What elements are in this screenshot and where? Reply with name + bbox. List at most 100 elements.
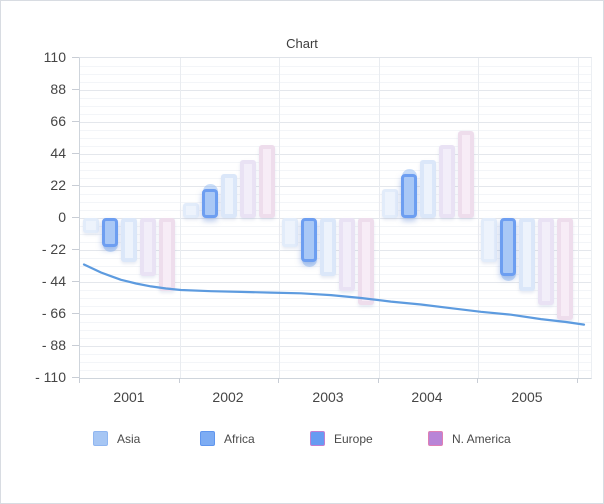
legend-label: Africa bbox=[224, 431, 255, 446]
x-axis-tick bbox=[278, 378, 279, 383]
gridline-minor bbox=[80, 162, 591, 163]
bar-asia-2004[interactable] bbox=[382, 188, 398, 218]
bar-africa-2002[interactable] bbox=[202, 188, 218, 218]
gridline-major bbox=[80, 90, 591, 91]
gridline-minor bbox=[80, 130, 591, 131]
y-tick-label: 110 bbox=[43, 49, 66, 65]
bar-asia-2002[interactable] bbox=[183, 203, 199, 218]
gridline-minor bbox=[80, 338, 591, 339]
legend-swatch-icon bbox=[310, 431, 325, 446]
gridline-category bbox=[279, 58, 280, 378]
gridline-minor bbox=[80, 98, 591, 99]
y-tick-label: 22 bbox=[50, 177, 66, 193]
gridline-minor bbox=[80, 354, 591, 355]
x-tick-label: 2004 bbox=[411, 389, 443, 405]
gridline-minor bbox=[80, 146, 591, 147]
y-axis-tick bbox=[72, 121, 79, 122]
gridline-minor bbox=[80, 298, 591, 299]
legend-item-n-america[interactable]: N. America bbox=[428, 430, 511, 447]
y-axis-tick bbox=[72, 377, 79, 378]
x-axis-tick bbox=[477, 378, 478, 383]
plot-area bbox=[79, 57, 592, 379]
bar-europe-2002[interactable] bbox=[221, 174, 237, 218]
gridline-major bbox=[80, 154, 591, 155]
bar-n-america-2004[interactable] bbox=[439, 145, 455, 218]
y-tick-label: 0 bbox=[58, 209, 66, 225]
y-axis-tick bbox=[72, 185, 79, 186]
y-axis-tick bbox=[72, 281, 79, 282]
x-axis-tick bbox=[577, 378, 578, 383]
y-tick-label: - 22 bbox=[41, 241, 66, 257]
gridline-minor bbox=[80, 178, 591, 179]
legend: Asia Africa Europe N. America bbox=[0, 430, 604, 448]
gridline-minor bbox=[80, 322, 591, 323]
bar-africa-2003[interactable] bbox=[301, 218, 317, 262]
bar-asia-2003[interactable] bbox=[282, 218, 298, 248]
bar-n-america-2001[interactable] bbox=[140, 218, 156, 277]
bar-africa-2001[interactable] bbox=[102, 218, 118, 248]
bar-europe-2004[interactable] bbox=[420, 159, 436, 218]
y-axis-tick bbox=[72, 89, 79, 90]
y-axis-tick bbox=[72, 313, 79, 314]
bar-africa-2004[interactable] bbox=[401, 174, 417, 218]
bar-europe-2005[interactable] bbox=[519, 218, 535, 291]
legend-label: Europe bbox=[334, 431, 373, 446]
legend-label: Asia bbox=[117, 431, 141, 446]
gridline-minor bbox=[80, 82, 591, 83]
bar-asia-2005[interactable] bbox=[481, 218, 497, 262]
gridline-minor bbox=[80, 370, 591, 371]
bar-series5-2004[interactable] bbox=[458, 130, 474, 218]
gridline-minor bbox=[80, 170, 591, 171]
gridline-minor bbox=[80, 290, 591, 291]
x-tick-label: 2002 bbox=[212, 389, 244, 405]
legend-item-africa[interactable]: Africa bbox=[200, 430, 255, 447]
bar-series5-2003[interactable] bbox=[358, 218, 374, 306]
gridline-minor bbox=[80, 202, 591, 203]
y-tick-label: 88 bbox=[50, 81, 66, 97]
gridline-major bbox=[80, 122, 591, 123]
y-tick-label: - 66 bbox=[41, 305, 66, 321]
x-axis-tick bbox=[179, 378, 180, 383]
y-tick-label: - 88 bbox=[41, 337, 66, 353]
legend-swatch-icon bbox=[93, 431, 108, 446]
gridline-minor bbox=[80, 74, 591, 75]
gridline-minor bbox=[80, 330, 591, 331]
bar-n-america-2002[interactable] bbox=[240, 159, 256, 218]
gridline-minor bbox=[80, 210, 591, 211]
gridline-minor bbox=[80, 114, 591, 115]
bar-europe-2003[interactable] bbox=[320, 218, 336, 277]
gridline-category bbox=[379, 58, 380, 378]
bar-n-america-2005[interactable] bbox=[538, 218, 554, 306]
y-tick-label: 44 bbox=[50, 145, 66, 161]
bar-europe-2001[interactable] bbox=[121, 218, 137, 262]
gridline-major bbox=[80, 346, 591, 347]
y-axis-tick bbox=[72, 153, 79, 154]
x-tick-label: 2001 bbox=[113, 389, 145, 405]
legend-swatch-icon bbox=[428, 431, 443, 446]
y-tick-label: 66 bbox=[50, 113, 66, 129]
gridline-minor bbox=[80, 138, 591, 139]
gridline-minor bbox=[80, 66, 591, 67]
gridline-major bbox=[80, 282, 591, 283]
y-axis-tick bbox=[72, 345, 79, 346]
bar-series5-2005[interactable] bbox=[557, 218, 573, 320]
x-tick-label: 2005 bbox=[511, 389, 543, 405]
bar-series5-2002[interactable] bbox=[259, 145, 275, 218]
legend-label: N. America bbox=[452, 431, 511, 446]
legend-swatch-icon bbox=[200, 431, 215, 446]
gridline-minor bbox=[80, 362, 591, 363]
x-tick-label: 2003 bbox=[312, 389, 344, 405]
bar-asia-2001[interactable] bbox=[83, 218, 99, 233]
bar-series5-2001[interactable] bbox=[159, 218, 175, 291]
y-tick-label: - 44 bbox=[41, 273, 66, 289]
legend-item-asia[interactable]: Asia bbox=[93, 430, 140, 447]
x-axis-tick bbox=[378, 378, 379, 383]
bar-n-america-2003[interactable] bbox=[339, 218, 355, 291]
gridline-minor bbox=[80, 194, 591, 195]
legend-item-europe[interactable]: Europe bbox=[310, 430, 373, 447]
y-axis-tick bbox=[72, 57, 79, 58]
bar-africa-2005[interactable] bbox=[500, 218, 516, 277]
y-axis-tick bbox=[72, 249, 79, 250]
y-axis-tick bbox=[72, 217, 79, 218]
x-axis-tick bbox=[79, 378, 80, 383]
